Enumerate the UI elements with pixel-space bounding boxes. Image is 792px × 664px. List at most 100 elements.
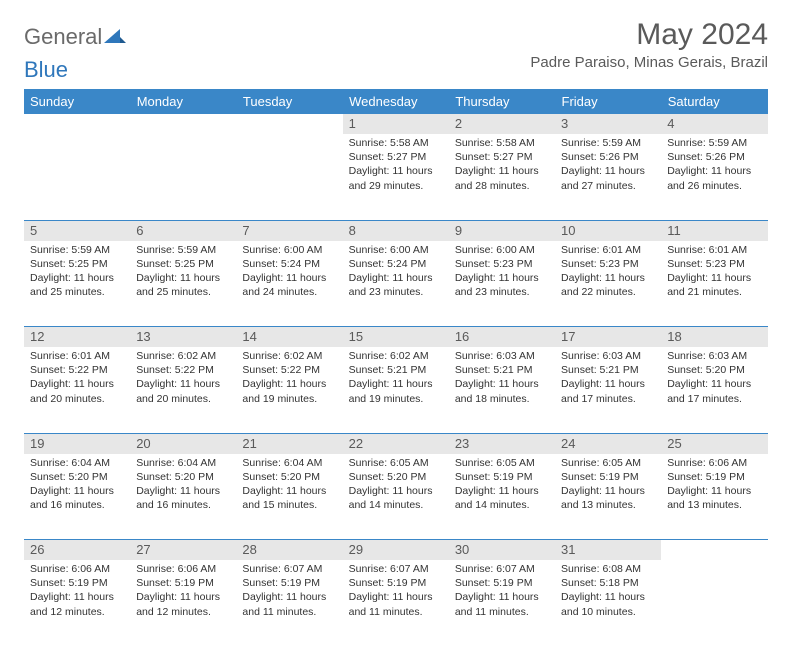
day-cell-header: 18 xyxy=(661,327,767,348)
daylight-text: Daylight: 11 hours and 20 minutes. xyxy=(136,377,230,405)
day-number xyxy=(661,540,767,560)
day-cell-body: Sunrise: 6:03 AMSunset: 5:21 PMDaylight:… xyxy=(555,347,661,410)
day-cell-header: 24 xyxy=(555,433,661,454)
day-cell: Sunrise: 6:07 AMSunset: 5:19 PMDaylight:… xyxy=(236,560,342,646)
day-cell-body: Sunrise: 6:04 AMSunset: 5:20 PMDaylight:… xyxy=(130,454,236,517)
day-number xyxy=(130,114,236,134)
day-cell-header: 31 xyxy=(555,540,661,561)
day-cell-body: Sunrise: 5:59 AMSunset: 5:26 PMDaylight:… xyxy=(661,134,767,197)
sunrise-text: Sunrise: 5:58 AM xyxy=(349,136,443,150)
day-cell-body: Sunrise: 5:58 AMSunset: 5:27 PMDaylight:… xyxy=(343,134,449,197)
daylight-text: Daylight: 11 hours and 16 minutes. xyxy=(136,484,230,512)
day-cell-header: 1 xyxy=(343,114,449,134)
daylight-text: Daylight: 11 hours and 23 minutes. xyxy=(455,271,549,299)
day-cell-header: 4 xyxy=(661,114,767,134)
sunset-text: Sunset: 5:19 PM xyxy=(136,576,230,590)
sunrise-text: Sunrise: 6:04 AM xyxy=(242,456,336,470)
weekday-header: Sunday xyxy=(24,89,130,114)
sunrise-text: Sunrise: 6:00 AM xyxy=(455,243,549,257)
daylight-text: Daylight: 11 hours and 11 minutes. xyxy=(455,590,549,618)
day-cell-body: Sunrise: 6:01 AMSunset: 5:23 PMDaylight:… xyxy=(661,241,767,304)
day-cell-header: 28 xyxy=(236,540,342,561)
day-number: 18 xyxy=(661,327,767,347)
day-cell: Sunrise: 6:06 AMSunset: 5:19 PMDaylight:… xyxy=(24,560,130,646)
sunrise-text: Sunrise: 6:06 AM xyxy=(136,562,230,576)
day-cell: Sunrise: 5:59 AMSunset: 5:25 PMDaylight:… xyxy=(24,241,130,327)
week-row: Sunrise: 6:01 AMSunset: 5:22 PMDaylight:… xyxy=(24,347,768,433)
day-cell-header: 11 xyxy=(661,220,767,241)
daylight-text: Daylight: 11 hours and 21 minutes. xyxy=(667,271,761,299)
day-number: 7 xyxy=(236,221,342,241)
day-number: 16 xyxy=(449,327,555,347)
day-cell-body: Sunrise: 6:01 AMSunset: 5:23 PMDaylight:… xyxy=(555,241,661,304)
day-cell-header xyxy=(661,540,767,561)
day-number: 12 xyxy=(24,327,130,347)
day-cell: Sunrise: 6:00 AMSunset: 5:23 PMDaylight:… xyxy=(449,241,555,327)
day-number: 22 xyxy=(343,434,449,454)
daynum-row: 19202122232425 xyxy=(24,433,768,454)
day-cell: Sunrise: 5:59 AMSunset: 5:25 PMDaylight:… xyxy=(130,241,236,327)
day-cell-body: Sunrise: 6:04 AMSunset: 5:20 PMDaylight:… xyxy=(24,454,130,517)
day-cell-header: 17 xyxy=(555,327,661,348)
day-cell: Sunrise: 6:05 AMSunset: 5:19 PMDaylight:… xyxy=(449,454,555,540)
day-cell: Sunrise: 6:00 AMSunset: 5:24 PMDaylight:… xyxy=(236,241,342,327)
day-cell-body: Sunrise: 6:07 AMSunset: 5:19 PMDaylight:… xyxy=(236,560,342,623)
sunrise-text: Sunrise: 6:03 AM xyxy=(561,349,655,363)
sunset-text: Sunset: 5:26 PM xyxy=(561,150,655,164)
day-cell-header: 12 xyxy=(24,327,130,348)
day-cell-header: 2 xyxy=(449,114,555,134)
day-cell-header: 26 xyxy=(24,540,130,561)
day-cell: Sunrise: 6:05 AMSunset: 5:19 PMDaylight:… xyxy=(555,454,661,540)
day-cell-body xyxy=(236,134,342,140)
day-cell-header: 9 xyxy=(449,220,555,241)
sunrise-text: Sunrise: 6:01 AM xyxy=(561,243,655,257)
day-cell: Sunrise: 6:03 AMSunset: 5:20 PMDaylight:… xyxy=(661,347,767,433)
day-number: 13 xyxy=(130,327,236,347)
weekday-header: Thursday xyxy=(449,89,555,114)
weekday-header: Tuesday xyxy=(236,89,342,114)
day-cell: Sunrise: 6:06 AMSunset: 5:19 PMDaylight:… xyxy=(130,560,236,646)
sunset-text: Sunset: 5:21 PM xyxy=(455,363,549,377)
daylight-text: Daylight: 11 hours and 11 minutes. xyxy=(349,590,443,618)
day-number: 10 xyxy=(555,221,661,241)
day-number: 4 xyxy=(661,114,767,134)
day-cell: Sunrise: 6:03 AMSunset: 5:21 PMDaylight:… xyxy=(555,347,661,433)
daylight-text: Daylight: 11 hours and 27 minutes. xyxy=(561,164,655,192)
daylight-text: Daylight: 11 hours and 11 minutes. xyxy=(242,590,336,618)
sunrise-text: Sunrise: 6:06 AM xyxy=(667,456,761,470)
sunset-text: Sunset: 5:19 PM xyxy=(455,470,549,484)
sunset-text: Sunset: 5:27 PM xyxy=(455,150,549,164)
sunrise-text: Sunrise: 6:03 AM xyxy=(455,349,549,363)
sunrise-text: Sunrise: 5:59 AM xyxy=(561,136,655,150)
sunrise-text: Sunrise: 5:58 AM xyxy=(455,136,549,150)
day-cell-header: 22 xyxy=(343,433,449,454)
day-cell-body xyxy=(130,134,236,140)
sunrise-text: Sunrise: 6:05 AM xyxy=(455,456,549,470)
daynum-row: 12131415161718 xyxy=(24,327,768,348)
day-cell: Sunrise: 6:02 AMSunset: 5:21 PMDaylight:… xyxy=(343,347,449,433)
day-number: 14 xyxy=(236,327,342,347)
day-cell xyxy=(661,560,767,646)
day-cell: Sunrise: 6:08 AMSunset: 5:18 PMDaylight:… xyxy=(555,560,661,646)
weekday-header: Monday xyxy=(130,89,236,114)
sunrise-text: Sunrise: 6:02 AM xyxy=(136,349,230,363)
sunset-text: Sunset: 5:19 PM xyxy=(667,470,761,484)
day-number: 5 xyxy=(24,221,130,241)
calendar-table: Sunday Monday Tuesday Wednesday Thursday… xyxy=(24,89,768,646)
day-cell-header: 20 xyxy=(130,433,236,454)
day-cell-header: 27 xyxy=(130,540,236,561)
day-number: 9 xyxy=(449,221,555,241)
daylight-text: Daylight: 11 hours and 15 minutes. xyxy=(242,484,336,512)
sunset-text: Sunset: 5:19 PM xyxy=(349,576,443,590)
day-cell-header: 10 xyxy=(555,220,661,241)
day-number: 11 xyxy=(661,221,767,241)
sunset-text: Sunset: 5:19 PM xyxy=(455,576,549,590)
sunrise-text: Sunrise: 6:02 AM xyxy=(349,349,443,363)
sunset-text: Sunset: 5:19 PM xyxy=(561,470,655,484)
sunset-text: Sunset: 5:23 PM xyxy=(455,257,549,271)
sunrise-text: Sunrise: 6:04 AM xyxy=(136,456,230,470)
day-cell-header: 3 xyxy=(555,114,661,134)
day-cell-body xyxy=(24,134,130,140)
week-row: Sunrise: 5:59 AMSunset: 5:25 PMDaylight:… xyxy=(24,241,768,327)
day-cell-header: 16 xyxy=(449,327,555,348)
